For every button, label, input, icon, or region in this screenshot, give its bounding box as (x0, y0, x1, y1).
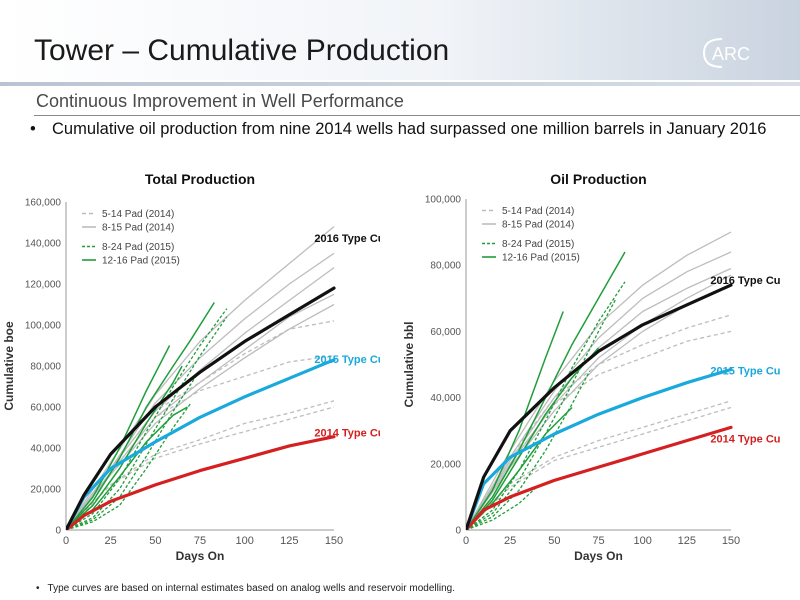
well-series-8-15 (466, 284, 732, 530)
bullet-dot-icon: • (30, 120, 36, 138)
y-tick-label: 160,000 (25, 198, 62, 209)
legend-label: 12-16 Pad (2015) (502, 253, 580, 264)
well-series-8-24 (466, 486, 538, 530)
well-series-8-15 (66, 226, 335, 530)
well-series-8-24 (466, 370, 591, 530)
plot-area (66, 226, 336, 530)
y-tick-label: 40,000 (30, 444, 61, 455)
y-tick-label: 0 (55, 526, 61, 537)
well-series-8-24 (66, 308, 228, 530)
y-tick-label: 20,000 (430, 459, 461, 470)
type-curve-label: 2016 Type Curve (710, 275, 780, 287)
well-series-12-16 (66, 345, 171, 530)
x-tick-label: 125 (280, 535, 298, 547)
x-tick-label: 150 (722, 535, 740, 547)
logo-arc-swoosh (703, 38, 723, 54)
legend-label: 12-16 Pad (2015) (102, 256, 180, 267)
y-tick-label: 80,000 (430, 261, 461, 272)
logo-text: ARC (712, 44, 750, 64)
y-tick-label: 0 (455, 526, 461, 537)
legend-label: 8-15 Pad (2014) (502, 220, 574, 231)
subtitle-rule (34, 115, 800, 116)
footnote-bullet-icon: • (36, 583, 40, 594)
page-subtitle: Continuous Improvement in Well Performan… (36, 91, 404, 111)
well-series-8-24 (66, 316, 228, 530)
x-tick-label: 125 (678, 535, 696, 547)
header-rule (0, 82, 800, 86)
x-axis-label: Days On (574, 549, 623, 563)
y-axis-label: Cumulative bbl (402, 321, 416, 407)
well-series-5-14 (66, 320, 335, 530)
footnote: • Type curves are based on internal estim… (36, 583, 455, 594)
x-axis-label: Days On (176, 549, 225, 563)
well-series-12-16 (66, 365, 183, 530)
well-series-8-15 (66, 303, 335, 530)
well-series-12-16 (466, 347, 600, 530)
well-series-8-15 (66, 267, 335, 530)
well-series-5-14 (66, 406, 335, 530)
x-tick-label: 50 (548, 535, 560, 547)
type-curve-label: 2015 Type Curve (314, 354, 380, 366)
total-production-chart: Total Production 0 20,000 40,000 60,000 80,00… (2, 171, 380, 563)
type-curve-line (66, 358, 336, 530)
well-series-8-15 (66, 252, 335, 530)
oil-production-chart: Oil Production 0 20,000 40,000 60,000 80,000 1… (402, 171, 780, 563)
type-curve-label: 2014 Type Curve (314, 428, 380, 440)
type-curve-line (466, 283, 733, 530)
y-tick-label: 140,000 (25, 239, 62, 250)
legend-label: 8-15 Pad (2014) (102, 223, 174, 234)
y-tick-label: 40,000 (430, 393, 461, 404)
y-tick-label: 60,000 (430, 327, 461, 338)
page-title: Tower – Cumulative Production (34, 34, 450, 67)
y-tick-label: 60,000 (30, 403, 61, 414)
legend-label: 5-14 Pad (2014) (502, 206, 574, 217)
legend-label: 8-24 Pad (2015) (502, 239, 574, 250)
y-tick-label: 100,000 (25, 321, 62, 332)
chart-title: Oil Production (550, 171, 646, 187)
type-curve-line (466, 425, 733, 530)
well-series-8-15 (466, 274, 732, 530)
y-tick-label: 100,000 (425, 195, 462, 206)
footnote-text: Type curves are based on internal estima… (47, 583, 455, 594)
header-banner (0, 0, 800, 80)
x-tick-label: 0 (63, 535, 69, 547)
type-curve-line (66, 286, 336, 530)
type-curve-label: 2015 Type Curve (710, 365, 780, 377)
well-series-5-14 (466, 400, 732, 530)
type-curve-label: 2014 Type Curve (710, 433, 780, 445)
x-tick-label: 25 (105, 535, 117, 547)
well-series-8-24 (466, 281, 626, 530)
x-tick-label: 150 (325, 535, 343, 547)
bullet-point: • Cumulative oil production from nine 20… (30, 119, 770, 140)
x-tick-label: 50 (149, 535, 161, 547)
type-curve-line (466, 367, 733, 530)
x-tick-label: 25 (504, 535, 516, 547)
chart-title: Total Production (145, 171, 255, 187)
well-series-8-24 (66, 402, 192, 530)
type-curve-line (66, 435, 336, 530)
plot-area (466, 231, 733, 530)
well-series-5-14 (66, 400, 335, 530)
y-tick-label: 20,000 (30, 485, 61, 496)
arc-logo: ARC (703, 38, 750, 68)
type-curve-label: 2016 Type Curve (314, 233, 380, 245)
well-series-12-16 (466, 311, 564, 530)
legend-label: 5-14 Pad (2014) (102, 209, 174, 220)
bullet-text: Cumulative oil production from nine 2014… (52, 120, 767, 138)
x-tick-label: 75 (592, 535, 604, 547)
y-axis-label: Cumulative boe (2, 321, 16, 411)
x-tick-label: 0 (463, 535, 469, 547)
x-tick-label: 100 (235, 535, 253, 547)
well-series-12-16 (66, 302, 215, 530)
logo-arc-swoosh-lower (703, 52, 723, 68)
y-tick-label: 80,000 (30, 362, 61, 373)
x-tick-label: 75 (194, 535, 206, 547)
y-tick-label: 120,000 (25, 280, 62, 291)
legend-label: 8-24 Pad (2015) (102, 242, 174, 253)
x-tick-label: 100 (633, 535, 651, 547)
